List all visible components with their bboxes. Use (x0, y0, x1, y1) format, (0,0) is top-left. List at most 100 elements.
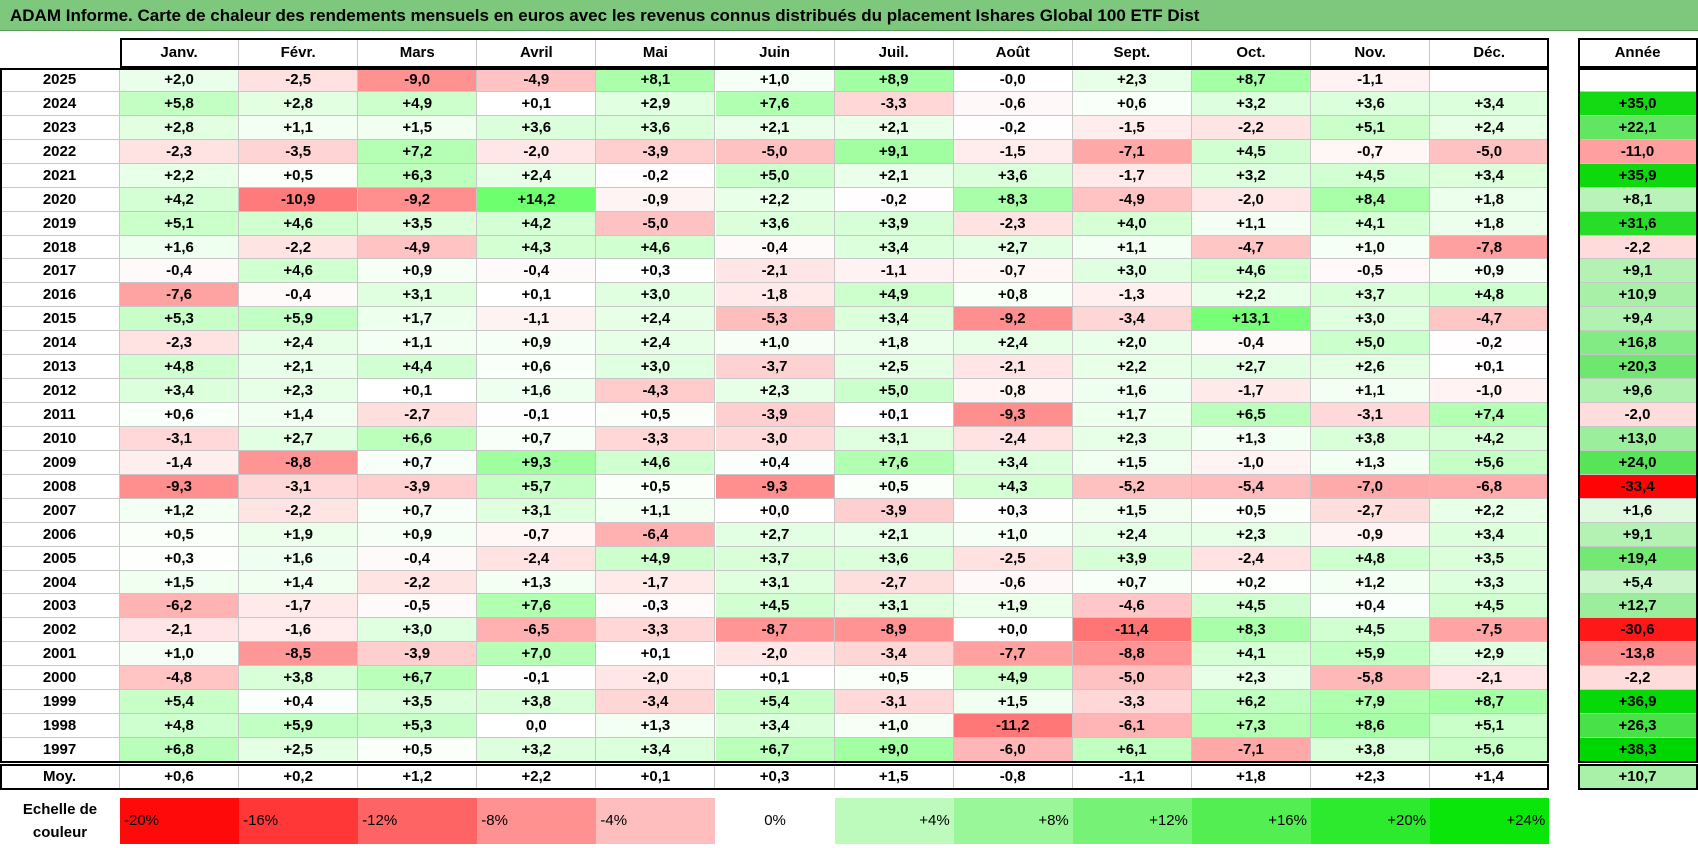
legend-label-line1: Echelle de (22, 800, 98, 818)
heatmap-cell: -1,5 (953, 139, 1073, 164)
heatmap-cell: +1,5 (1072, 450, 1192, 475)
heatmap-cell: +1,2 (1311, 570, 1431, 595)
heatmap-cell: -2,7 (358, 403, 478, 427)
year-label: 2001 (0, 642, 120, 667)
heatmap-cell: -2,1 (1430, 666, 1550, 691)
heatmap-cell: -3,3 (596, 426, 716, 451)
heatmap-cell: +1,3 (1311, 450, 1431, 475)
heatmap-cell: +5,0 (715, 163, 835, 188)
annual-cell: +36,9 (1578, 690, 1698, 715)
heatmap-cell: -4,7 (1430, 307, 1550, 332)
heatmap-cell: +3,0 (596, 355, 716, 380)
heatmap-cell: -2,1 (120, 618, 240, 643)
heatmap-cell: -0,7 (477, 522, 597, 547)
heatmap-cell: +3,6 (477, 115, 597, 140)
heatmap-cell: +5,9 (239, 307, 359, 332)
heatmap-cell: +0,6 (477, 355, 597, 380)
annual-cell: +35,0 (1578, 91, 1698, 116)
annual-cell: +22,1 (1578, 115, 1698, 140)
heatmap-cell: +4,3 (477, 235, 597, 260)
heatmap-cell: +5,0 (1311, 331, 1431, 356)
average-cell: +0,3 (715, 763, 835, 790)
heatmap-cell: +0,5 (834, 666, 954, 691)
heatmap-cell: +8,9 (834, 68, 954, 92)
heatmap-cell: +0,7 (358, 450, 478, 475)
heatmap-cell: -1,0 (1430, 379, 1550, 403)
heatmap-cell: +8,1 (596, 68, 716, 92)
annual-cell: +38,3 (1578, 738, 1698, 762)
heatmap-cell: +2,2 (1430, 498, 1550, 523)
heatmap-cell: +2,4 (1072, 522, 1192, 547)
heatmap-cell: +4,3 (953, 474, 1073, 499)
heatmap-cell: +2,3 (1072, 68, 1192, 92)
heatmap-cell: +2,7 (239, 426, 359, 451)
heatmap-cell: +3,8 (1311, 738, 1431, 762)
year-label: 1997 (0, 738, 120, 762)
heatmap-cell: -5,3 (715, 307, 835, 332)
heatmap-cell: -3,1 (120, 426, 240, 451)
heatmap-cell: +3,1 (477, 498, 597, 523)
heatmap-cell: -1,7 (1191, 379, 1311, 403)
legend-swatch: -16% (239, 797, 359, 844)
heatmap-cell: +1,5 (1072, 498, 1192, 523)
legend-swatch: +8% (953, 797, 1073, 844)
year-label: 2009 (0, 450, 120, 475)
heatmap-cell: -3,1 (834, 690, 954, 715)
heatmap-cell: -6,5 (477, 618, 597, 643)
month-header: Juil. (834, 38, 954, 68)
heatmap-cell: +2,7 (953, 235, 1073, 260)
annual-cell: -13,8 (1578, 642, 1698, 667)
average-cell: +1,8 (1191, 763, 1311, 790)
heatmap-cell: +3,8 (477, 690, 597, 715)
heatmap-cell: +3,4 (1430, 91, 1550, 116)
annual-cell: +12,7 (1578, 594, 1698, 619)
heatmap-cell: +0,1 (1430, 355, 1550, 380)
heatmap-cell: +2,3 (239, 379, 359, 403)
heatmap-cell: +3,1 (358, 283, 478, 308)
heatmap-cell: +2,1 (834, 522, 954, 547)
heatmap-cell: +0,9 (1430, 259, 1550, 284)
heatmap-cell: +0,3 (953, 498, 1073, 523)
report-title: ADAM Informe. Carte de chaleur des rende… (0, 0, 1698, 31)
heatmap-cell: +0,1 (834, 403, 954, 427)
heatmap-cell: -2,4 (1191, 546, 1311, 571)
heatmap-cell: +7,3 (1191, 714, 1311, 739)
heatmap-cell: +0,8 (953, 283, 1073, 308)
heatmap-cell: +1,0 (715, 331, 835, 356)
heatmap-cell: -5,0 (715, 139, 835, 164)
heatmap-cell: +4,6 (1191, 259, 1311, 284)
heatmap-cell: +5,6 (1430, 738, 1550, 762)
heatmap-cell: +1,1 (1311, 379, 1431, 403)
annual-cell: +26,3 (1578, 714, 1698, 739)
legend-swatch: -8% (477, 797, 597, 844)
heatmap-cell: -9,3 (120, 474, 240, 499)
legend-label-line2: couleur (32, 823, 88, 841)
heatmap-cell: +4,5 (1311, 163, 1431, 188)
heatmap-cell: +0,4 (239, 690, 359, 715)
heatmap-cell: -1,6 (239, 618, 359, 643)
heatmap-cell: +1,6 (120, 235, 240, 260)
year-label: 2014 (0, 331, 120, 356)
heatmap-cell: -0,4 (239, 283, 359, 308)
heatmap-cell: -0,6 (953, 570, 1073, 595)
annual-cell: -2,2 (1578, 235, 1698, 260)
heatmap-cell: +1,8 (834, 331, 954, 356)
heatmap-cell: +6,8 (120, 738, 240, 762)
heatmap-cell: -0,0 (953, 68, 1073, 92)
heatmap-cell: +3,5 (358, 690, 478, 715)
heatmap-cell: +2,3 (715, 379, 835, 403)
heatmap-cell: +3,4 (834, 307, 954, 332)
heatmap-cell: +2,2 (1191, 283, 1311, 308)
heatmap-cell: +1,6 (1072, 379, 1192, 403)
heatmap-cell: +2,4 (953, 331, 1073, 356)
heatmap-cell: -1,7 (1072, 163, 1192, 188)
heatmap-cell: +0,6 (1072, 91, 1192, 116)
heatmap-cell: -6,2 (120, 594, 240, 619)
heatmap-cell: +7,9 (1311, 690, 1431, 715)
heatmap-cell: -3,3 (834, 91, 954, 116)
heatmap-cell: +4,1 (1311, 211, 1431, 236)
average-cell: +2,2 (477, 763, 597, 790)
heatmap-cell: +3,2 (477, 738, 597, 762)
legend-swatch: -20% (120, 797, 240, 844)
